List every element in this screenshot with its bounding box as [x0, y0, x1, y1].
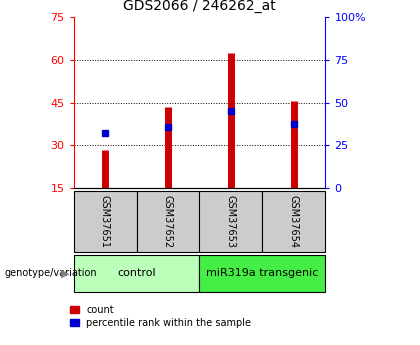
Text: GSM37654: GSM37654	[289, 195, 299, 248]
Text: miR319a transgenic: miR319a transgenic	[206, 268, 319, 278]
Text: GSM37653: GSM37653	[226, 195, 236, 248]
Text: ▶: ▶	[61, 268, 69, 278]
Bar	[74, 255, 200, 292]
Text: GSM37652: GSM37652	[163, 195, 173, 248]
Bar	[136, 191, 200, 252]
Text: genotype/variation: genotype/variation	[4, 268, 97, 278]
Text: GSM37651: GSM37651	[100, 195, 110, 248]
Title: GDS2066 / 246262_at: GDS2066 / 246262_at	[123, 0, 276, 13]
Bar	[74, 191, 136, 252]
Text: control: control	[117, 268, 156, 278]
Bar	[200, 191, 262, 252]
Legend: count, percentile rank within the sample: count, percentile rank within the sample	[70, 305, 252, 328]
Bar	[262, 191, 326, 252]
Bar	[200, 255, 326, 292]
